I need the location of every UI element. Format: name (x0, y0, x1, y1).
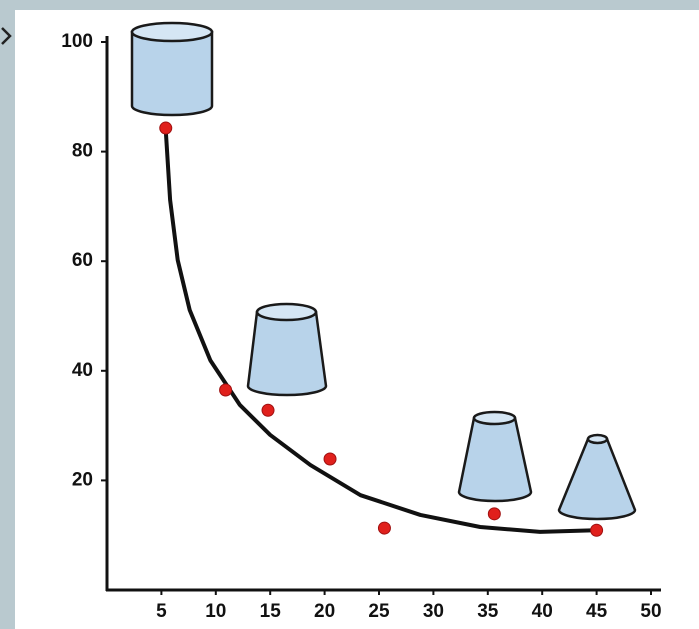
cup-cylinder-top (132, 23, 212, 41)
cup-sharp-cone-top (588, 435, 607, 443)
x-tick-label: 35 (477, 601, 499, 622)
x-tick-label: 25 (368, 601, 390, 622)
x-tick-label: 15 (260, 601, 282, 622)
cup-frustum-top (257, 304, 316, 320)
cup-cylinder (132, 32, 212, 115)
y-tick-label: 100 (61, 31, 93, 52)
nav-chevron[interactable] (2, 28, 10, 44)
x-tick-label: 40 (532, 601, 553, 622)
data-point (220, 384, 232, 396)
data-point (488, 508, 500, 520)
y-tick-label: 20 (72, 469, 93, 490)
y-tick-label: 60 (72, 250, 93, 271)
x-tick-label: 10 (205, 601, 226, 622)
data-point (160, 122, 172, 134)
x-tick-label: 5 (156, 601, 167, 622)
data-point (262, 404, 274, 416)
data-point (591, 524, 603, 536)
cup-cone-top (474, 412, 515, 424)
data-point (324, 453, 336, 465)
x-tick-label: 45 (586, 601, 608, 622)
y-tick-label: 80 (72, 141, 93, 162)
x-tick-label: 30 (423, 601, 444, 622)
y-tick-label: 40 (72, 360, 93, 381)
data-point (378, 522, 390, 534)
x-tick-label: 20 (314, 601, 335, 622)
x-tick-label: 50 (640, 601, 661, 622)
chart: 20 40 60 80 100 5 10 15 20 25 30 35 40 45 50 (0, 0, 699, 629)
cup-frustum (248, 312, 326, 395)
